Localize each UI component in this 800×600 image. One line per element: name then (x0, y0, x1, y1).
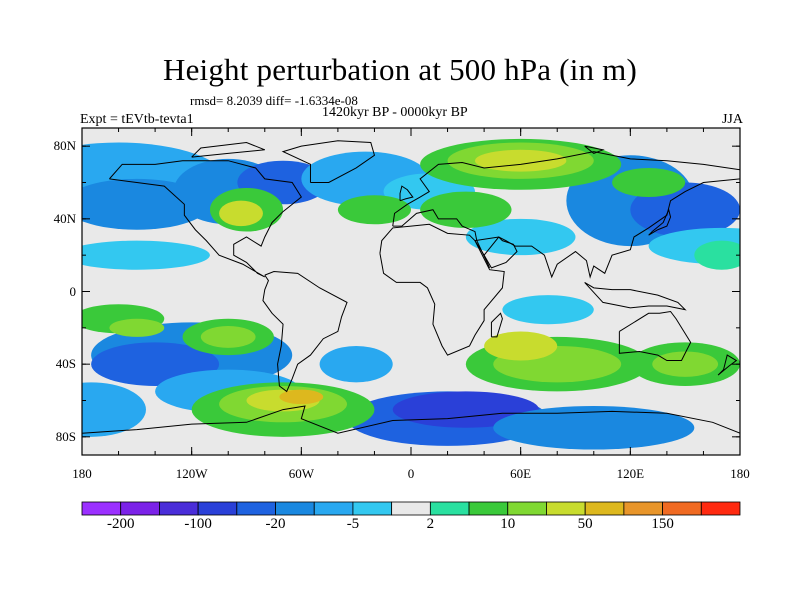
colorbar-label: 10 (500, 516, 516, 532)
x-tick-label: 0 (407, 466, 415, 481)
field-blob (200, 326, 256, 348)
field-blob (502, 295, 594, 325)
colorbar-swatch (584, 501, 625, 516)
y-tick-label: 40N (53, 210, 76, 226)
coastline (379, 223, 505, 356)
coastline (109, 160, 302, 278)
field-blob (612, 167, 686, 198)
field-blob (484, 331, 558, 361)
colorbar-swatch (159, 501, 199, 516)
field-blob (493, 405, 695, 450)
colorbar-swatch (468, 501, 509, 516)
experiment-label: Expt = tEVtb-tevta1 (80, 112, 194, 127)
colorbar-swatch (662, 501, 702, 516)
colorbar (81, 501, 741, 516)
coastline (717, 354, 738, 376)
coastline (399, 185, 414, 202)
field-blob (652, 351, 719, 377)
field-blob (337, 195, 412, 225)
coastline (82, 405, 740, 434)
field-blob (82, 240, 210, 270)
colorbar-label: -100 (184, 516, 212, 532)
period-text: 1420kyr BP - 0000kyr BP (322, 105, 468, 120)
x-tick-label: 60E (510, 466, 532, 481)
coastline (584, 281, 687, 311)
colorbar-label: 2 (426, 516, 435, 532)
chart-title: Height perturbation at 500 hPa (in m) (162, 52, 638, 87)
x-tick-label: 120W (175, 466, 208, 481)
coastlines (82, 140, 740, 434)
coastline (392, 151, 740, 279)
field-contours (82, 138, 740, 450)
field-blob (279, 389, 324, 405)
colorbar-swatch (391, 501, 431, 516)
field-blob (474, 149, 567, 172)
coastline (474, 236, 518, 269)
season-label: JJA (721, 112, 743, 127)
x-tick-label: 180 (730, 466, 750, 481)
field-blob (420, 191, 512, 228)
coastline (490, 312, 503, 338)
y-tick-label: 40S (55, 356, 76, 372)
coastline (584, 145, 605, 155)
colorbar-swatch (313, 501, 354, 516)
colorbar-swatch (275, 501, 315, 516)
y-tick-label: 80N (53, 138, 76, 154)
field-blob (694, 240, 740, 270)
field-blob (82, 382, 146, 437)
field-blob (465, 218, 576, 256)
field-blob (219, 200, 263, 227)
colorbar-swatch (81, 501, 122, 516)
stats-text: rmsd= 8.2039 diff= -1.6334e-08 (190, 93, 358, 108)
y-tick-label: 80S (55, 428, 76, 444)
coastline (281, 140, 376, 183)
x-tick-label: 60W (288, 466, 314, 481)
field-blob (392, 391, 539, 428)
colorbar-swatch (236, 501, 276, 516)
coastline (618, 310, 692, 362)
coastline (648, 208, 672, 236)
colorbar-swatch (623, 501, 663, 516)
colorbar-swatch (429, 501, 470, 516)
colorbar-swatch (120, 501, 160, 516)
colorbar-label: -200 (106, 516, 135, 532)
colorbar-label: 150 (651, 516, 674, 532)
colorbar-swatch (700, 501, 741, 516)
colorbar-swatch (352, 501, 393, 516)
colorbar-label: -20 (265, 516, 286, 532)
colorbar-swatch (507, 501, 547, 516)
x-tick-label: 180 (72, 466, 92, 481)
field-blob (319, 346, 393, 383)
axis-ticks (81, 128, 741, 455)
y-tick-label: 0 (69, 283, 77, 299)
colorbar-label: -5 (346, 516, 360, 532)
field-blob (109, 318, 165, 337)
coastline (191, 142, 265, 158)
colorbar-swatch (197, 501, 238, 516)
colorbar-swatch (546, 501, 586, 516)
coastline (262, 271, 348, 393)
x-tick-label: 120E (616, 466, 645, 481)
colorbar-label: 50 (577, 516, 593, 532)
